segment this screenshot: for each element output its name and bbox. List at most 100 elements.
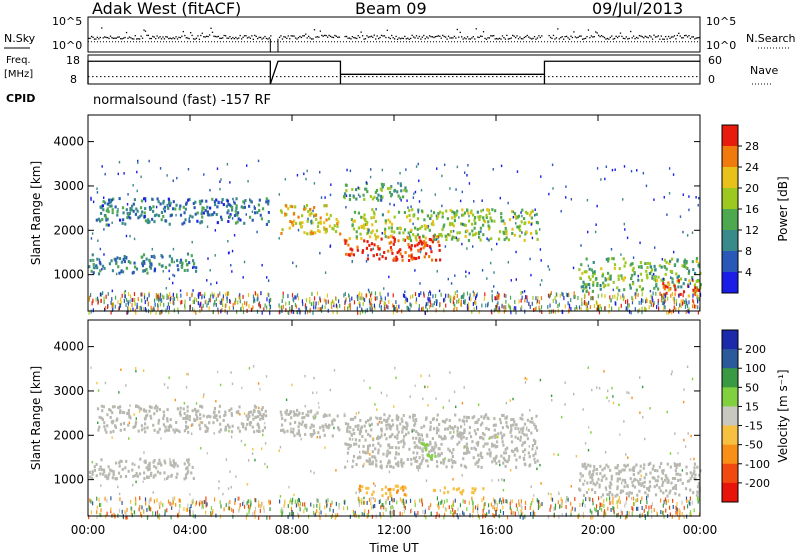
velocity-clutter-cell [336,512,339,517]
velocity-sparse-cell [160,463,163,467]
power-cell [500,212,503,216]
power-clutter-cell [664,305,666,310]
velocity-cell [595,467,599,471]
power-clutter-cell [540,296,543,301]
power-clutter-cell [664,294,666,299]
power-cell [167,197,170,201]
velocity-clutter-cell [370,501,372,506]
velocity-clutter-cell [438,505,440,510]
velocity-clutter-cell [219,500,221,505]
velocity-clutter-cell [471,499,474,504]
power-clutter-cell [559,293,561,298]
power-clutter-cell [505,307,507,312]
power-cell [438,243,441,247]
power-clutter-cell [588,291,590,296]
power-clutter-cell [673,296,675,301]
power-clutter-cell [616,296,618,301]
velocity-clutter-cell [353,513,356,518]
power-sparse-cell [523,290,526,293]
velocity-cell [331,419,334,423]
power-colorbar-label: Power [dB] [776,176,790,241]
power-cell [249,199,252,203]
power-cell [343,192,347,196]
velocity-clutter-cell [444,506,446,511]
velocity-cell [104,475,107,479]
power-clutter-cell [688,309,690,314]
power-cell [387,218,390,222]
velocity-clutter-cell [298,498,301,503]
noise-point [548,34,550,37]
velocity-sparse-cell [90,366,92,369]
power-cell [414,244,417,248]
power-cell [192,201,195,205]
power-clutter-cell [470,297,472,302]
velocity-cell [176,428,179,432]
power-clutter-cell [686,304,689,309]
velocity-cell [384,485,387,489]
noise-point [493,34,495,37]
velocity-clutter-cell [690,513,692,518]
power-sparse-cell [103,228,105,231]
power-clutter-cell [263,307,265,312]
power-clutter-cell [678,293,680,298]
velocity-clutter-cell [329,507,331,512]
velocity-sparse-cell [293,493,295,497]
velocity-cell [140,407,143,411]
velocity-sparse-cell [529,409,531,412]
velocity-cell [670,481,673,485]
velocity-cell [152,423,155,427]
power-clutter-cell [357,296,359,301]
power-sparse-cell [227,251,230,255]
power-cell [314,231,317,235]
power-cell [375,189,379,193]
power-cell [141,264,145,268]
power-cell [387,235,390,239]
velocity-clutter-cell [499,509,502,514]
velocity-cell [505,459,508,463]
power-clutter-cell [467,302,470,307]
velocity-cell [167,428,171,432]
velocity-cell [96,407,100,411]
velocity-cell [111,405,115,409]
velocity-cell [451,435,455,439]
velocity-clutter-cell [662,503,664,508]
power-clutter-cell [460,302,462,307]
power-cell [201,206,204,210]
velocity-clutter-cell [232,514,234,519]
noise-point [168,37,170,40]
power-clutter-cell [663,292,665,297]
velocity-cell [658,486,661,490]
noise-point [443,35,445,38]
power-sparse-cell [507,261,510,264]
noise-point [219,37,221,39]
power-cell [604,283,607,287]
velocity-cell [619,470,622,474]
power-clutter-cell [97,300,99,305]
power-cell [285,212,288,216]
velocity-clutter-cell [146,507,148,512]
velocity-cell [501,440,504,444]
velocity-cell [178,430,181,434]
power-clutter-cell [646,299,648,304]
power-cell [352,194,355,198]
power-cell [360,215,363,219]
velocity-cell [661,471,665,475]
power-clutter-cell [450,295,452,300]
velocity-clutter-cell [452,507,454,512]
noise-point [178,36,180,38]
velocity-clutter-cell [358,496,360,501]
velocity-clutter-cell [686,514,688,519]
power-cell [280,210,283,214]
power-sparse-cell [521,231,523,234]
velocity-clutter-cell [651,514,653,519]
velocity-cell [609,468,612,472]
power-clutter-cell [194,297,196,302]
power-cell [692,268,695,272]
velocity-cell [415,430,418,434]
power-cell [623,264,626,268]
power-clutter-cell [439,303,441,308]
velocity-cell [438,422,441,426]
velocity-cell [375,459,378,463]
velocity-clutter-cell [585,497,587,502]
velocity-cell [479,454,482,458]
